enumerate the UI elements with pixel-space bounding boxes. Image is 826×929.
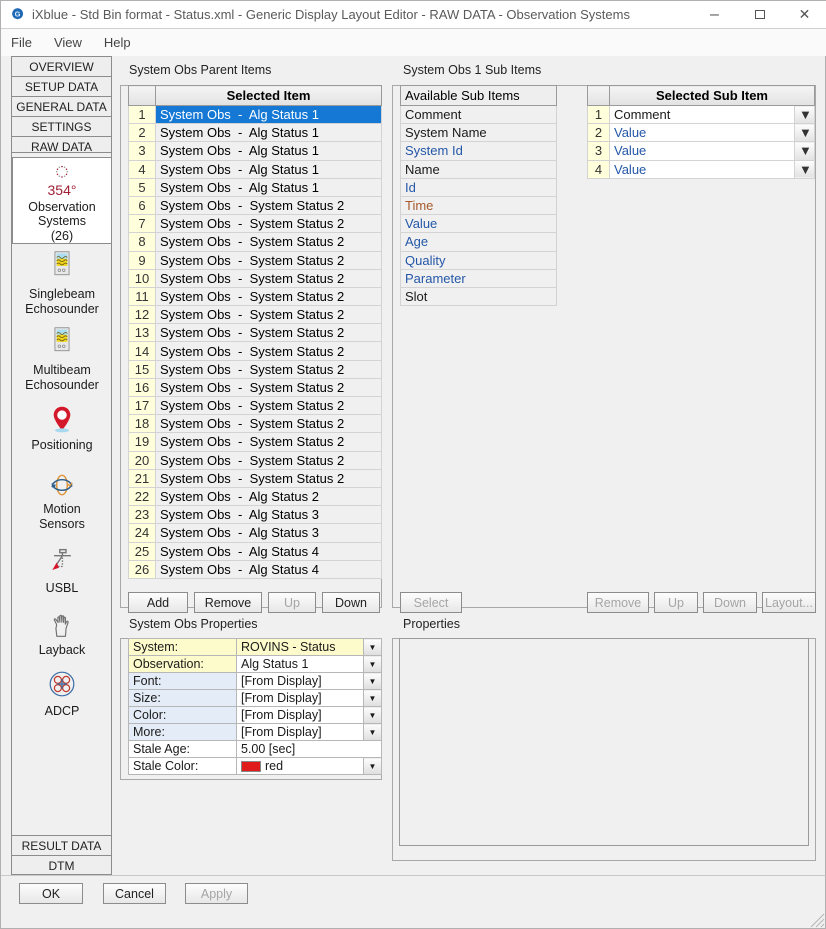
svg-text:G: G xyxy=(15,9,21,18)
